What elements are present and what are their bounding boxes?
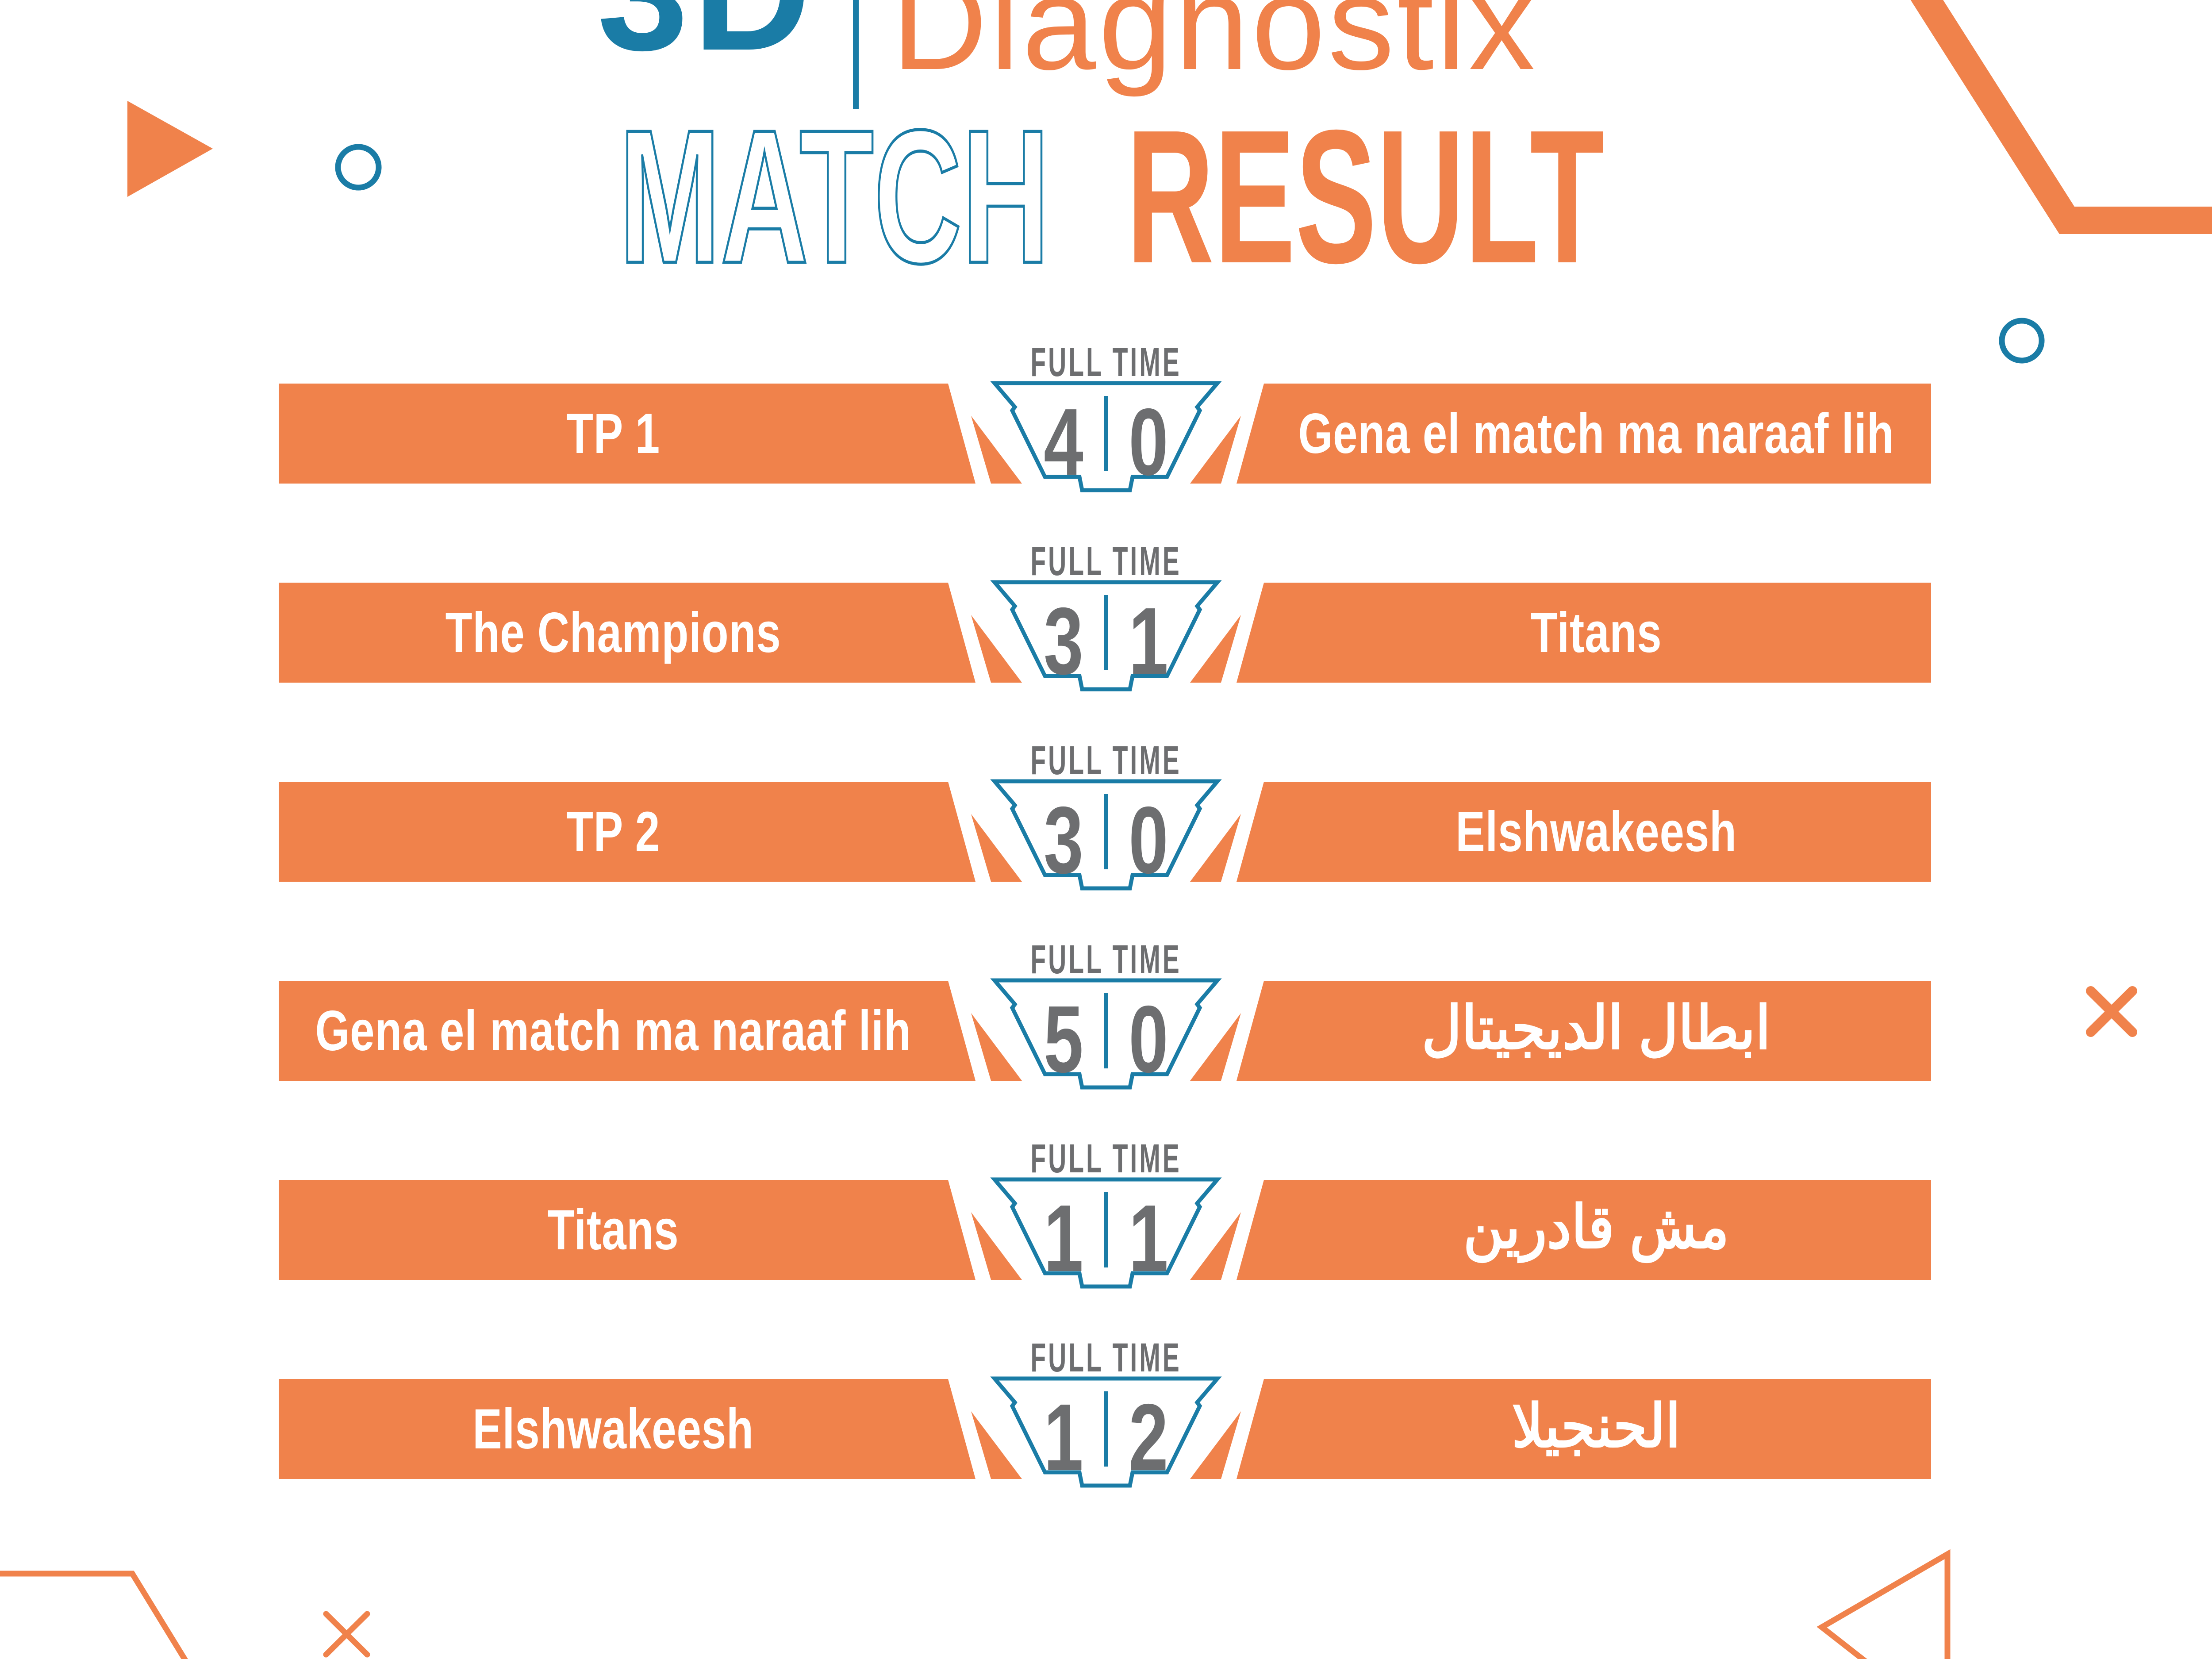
match-row: FULL TIME 5 0 Gena el match ma naraaf li… bbox=[279, 937, 1931, 1093]
banner-notch-piece bbox=[1190, 1013, 1241, 1081]
home-banner bbox=[279, 981, 975, 1081]
away-team-name: الحنجيلا bbox=[1512, 1393, 1681, 1459]
match-row: FULL TIME 4 0 TP 1 Gena el match ma nara… bbox=[279, 340, 1931, 495]
home-team-name: Elshwakeesh bbox=[472, 1398, 754, 1461]
away-score: 0 bbox=[1129, 389, 1168, 495]
banner-notch-piece bbox=[1190, 1411, 1241, 1479]
home-team-name: Gena el match ma naraaf lih bbox=[315, 999, 911, 1063]
away-score: 0 bbox=[1129, 987, 1168, 1093]
banner-notch-piece bbox=[1190, 1212, 1241, 1280]
home-banner bbox=[279, 1379, 975, 1479]
full-time-label: FULL TIME bbox=[1030, 937, 1181, 982]
banner-notch-piece bbox=[971, 814, 1022, 882]
logo-divider-bar bbox=[853, 0, 859, 109]
home-score: 5 bbox=[1044, 987, 1083, 1093]
away-banner bbox=[1237, 981, 1931, 1081]
banner-notch-piece bbox=[971, 615, 1022, 683]
full-time-label: FULL TIME bbox=[1030, 1136, 1181, 1181]
home-team-name: TP 1 bbox=[566, 402, 660, 465]
page-title-match: MATCH bbox=[618, 91, 1051, 303]
banner-notch-piece bbox=[1190, 615, 1241, 683]
play-triangle-icon bbox=[127, 101, 213, 197]
full-time-label: FULL TIME bbox=[1030, 738, 1181, 783]
home-team-name: Titans bbox=[548, 1198, 679, 1262]
away-score: 2 bbox=[1129, 1385, 1168, 1491]
away-banner bbox=[1237, 1180, 1931, 1280]
away-team-name: Gena el match ma naraaf lih bbox=[1298, 402, 1894, 465]
home-banner bbox=[279, 1180, 975, 1280]
match-row: FULL TIME 3 1 The Champions Titans bbox=[279, 539, 1931, 695]
home-banner bbox=[279, 583, 975, 683]
home-score: 1 bbox=[1044, 1186, 1083, 1292]
banner-notch-piece bbox=[1190, 814, 1241, 882]
banner-notch-piece bbox=[971, 1212, 1022, 1280]
banner-notch-piece bbox=[971, 416, 1022, 484]
away-score: 1 bbox=[1129, 1186, 1168, 1292]
away-team-name: ابطال الديجيتال bbox=[1422, 995, 1771, 1061]
home-score: 4 bbox=[1044, 389, 1083, 495]
match-row: FULL TIME 3 0 TP 2 Elshwakeesh bbox=[279, 738, 1931, 894]
home-score: 1 bbox=[1044, 1385, 1083, 1491]
away-team-name: Elshwakeesh bbox=[1455, 800, 1737, 864]
x-mark-icon bbox=[323, 1611, 370, 1658]
home-team-name: The Champions bbox=[445, 601, 781, 664]
banner-notch-piece bbox=[971, 1013, 1022, 1081]
hexagon-outline-icon bbox=[1910, 0, 2212, 234]
logo-3d-mark: 3D bbox=[597, 0, 815, 75]
full-time-label: FULL TIME bbox=[1030, 539, 1181, 584]
home-banner bbox=[279, 384, 975, 484]
full-time-label: FULL TIME bbox=[1030, 340, 1181, 385]
away-banner bbox=[1237, 384, 1931, 484]
banner-notch-piece bbox=[971, 1411, 1022, 1479]
home-team-name: TP 2 bbox=[566, 800, 660, 864]
home-score: 3 bbox=[1044, 787, 1083, 894]
match-row: FULL TIME 1 2 Elshwakeesh الحنجيلا bbox=[279, 1335, 1931, 1491]
away-team-name: مش قادرين bbox=[1463, 1194, 1729, 1263]
full-time-label: FULL TIME bbox=[1030, 1335, 1181, 1380]
banner-notch-piece bbox=[1190, 416, 1241, 484]
away-team-name: Titans bbox=[1531, 601, 1662, 664]
triangle-outline-icon bbox=[1816, 1549, 1951, 1659]
away-banner bbox=[1237, 583, 1931, 683]
home-banner bbox=[279, 782, 975, 882]
away-banner bbox=[1237, 782, 1931, 882]
away-banner bbox=[1237, 1379, 1931, 1479]
away-score: 1 bbox=[1129, 588, 1168, 695]
away-score: 0 bbox=[1129, 787, 1168, 894]
circle-outline-icon bbox=[335, 144, 382, 191]
match-row: FULL TIME 1 1 Titans مش قادرين bbox=[279, 1136, 1931, 1292]
logo-wordmark: Diagnostix bbox=[891, 0, 1538, 97]
home-score: 3 bbox=[1044, 588, 1083, 695]
page-title-result: RESULT bbox=[1126, 91, 1605, 303]
polygon-outline-icon bbox=[0, 1571, 188, 1659]
